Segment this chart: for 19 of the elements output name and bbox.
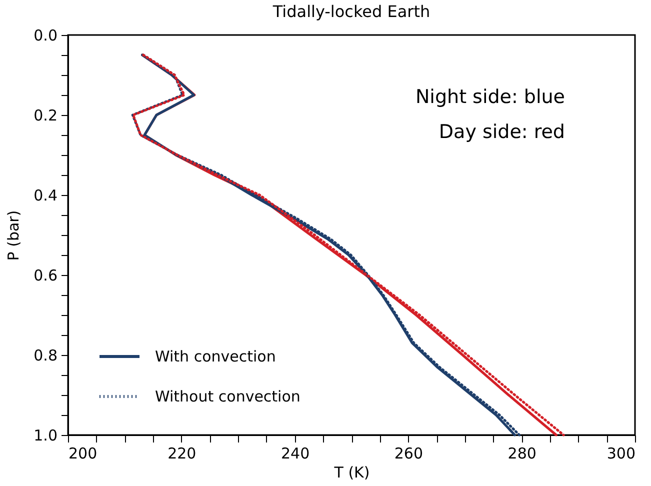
x-tick-label: 300 bbox=[606, 444, 636, 462]
y-tick-label: 0.2 bbox=[34, 106, 58, 124]
x-tick-label: 200 bbox=[68, 444, 98, 462]
x-tick-label: 220 bbox=[168, 444, 196, 462]
y-tick-label: 0.8 bbox=[34, 346, 58, 364]
chart-title: Tidally-locked Earth bbox=[272, 2, 430, 21]
x-tick-label: 260 bbox=[394, 444, 424, 462]
legend-label: Without convection bbox=[155, 388, 300, 406]
annotation: Day side: red bbox=[438, 121, 565, 143]
legend-label: With convection bbox=[155, 348, 276, 366]
y-tick-label: 0.6 bbox=[34, 266, 58, 284]
y-tick-label: 1.0 bbox=[34, 426, 58, 444]
x-tick-label: 240 bbox=[280, 444, 310, 462]
annotation: Night side: blue bbox=[415, 86, 565, 108]
y-tick-label: 0.4 bbox=[34, 186, 58, 204]
x-axis-title: T (K) bbox=[333, 464, 370, 482]
y-axis-title: P (bar) bbox=[4, 210, 23, 261]
y-tick-label: 0.0 bbox=[34, 26, 58, 44]
x-tick-label: 280 bbox=[508, 444, 536, 462]
